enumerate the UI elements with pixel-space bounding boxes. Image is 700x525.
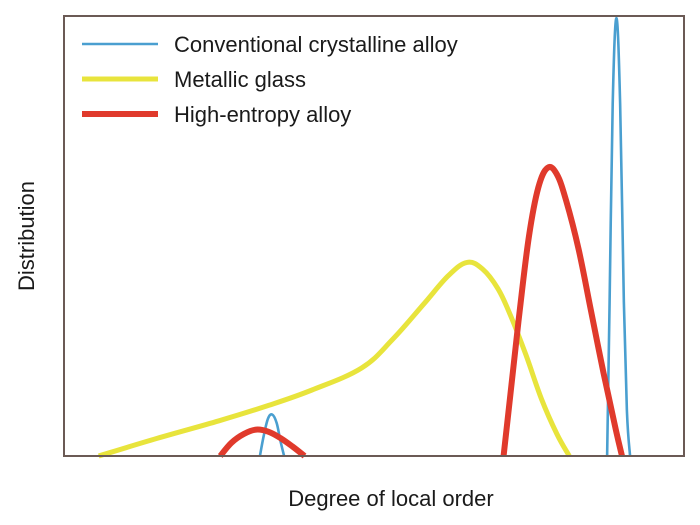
legend-entry-high-entropy-alloy: High-entropy alloy (82, 102, 351, 127)
series-layer (97, 16, 632, 459)
legend-label-conventional-crystalline-alloy: Conventional crystalline alloy (174, 32, 458, 57)
legend-entry-metallic-glass: Metallic glass (82, 67, 306, 92)
series-line-metallic-glass-1 (97, 259, 572, 459)
x-axis-label: Degree of local order (288, 486, 493, 511)
legend-label-metallic-glass: Metallic glass (174, 67, 306, 92)
legend: Conventional crystalline alloy Metallic g… (82, 32, 458, 127)
plot-frame (63, 15, 685, 457)
legend-entry-conventional-crystalline-alloy: Conventional crystalline alloy (82, 32, 458, 57)
series-line-high-entropy-alloy-2 (500, 164, 625, 457)
series-line-high-entropy-alloy-1 (217, 426, 307, 459)
y-axis-label: Distribution (14, 181, 39, 291)
legend-label-high-entropy-alloy: High-entropy alloy (174, 102, 351, 127)
series-line-conventional-crystalline-alloy-2 (605, 16, 632, 457)
